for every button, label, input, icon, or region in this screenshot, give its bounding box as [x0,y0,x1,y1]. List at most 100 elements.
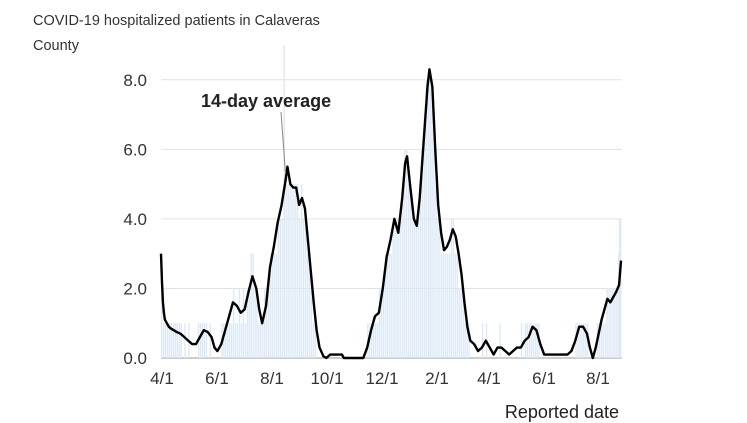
daily-bar [620,218,622,358]
daily-bar [431,79,433,359]
daily-bar [227,323,229,358]
daily-bar [373,323,375,358]
daily-bar [299,218,301,358]
daily-bar [390,253,392,358]
daily-bar [444,253,447,358]
daily-bar [392,218,394,358]
daily-bar [417,218,420,358]
daily-bar [234,323,237,358]
x-tick-label: 4/1 [150,369,174,388]
daily-bar [528,323,530,358]
daily-bar [184,323,186,358]
daily-bar [176,323,178,358]
daily-bar [602,323,604,358]
daily-bar [396,218,398,358]
daily-bar [388,253,390,358]
x-tick-label: 6/1 [205,369,229,388]
daily-bar [608,288,610,358]
x-tick-label: 8/1 [260,369,284,388]
daily-bar [209,323,211,358]
daily-bar [433,114,435,358]
daily-bar [409,184,412,358]
daily-bar [225,323,227,358]
x-axis: 4/1 6/1 8/1 10/1 12/1 2/1 4/1 6/1 8/1 [150,369,610,388]
daily-bar [201,323,204,358]
daily-bar [244,323,246,358]
daily-bar [616,288,618,358]
daily-bar [423,114,425,358]
daily-bar [297,184,299,358]
daily-bar [250,253,252,358]
daily-bar [285,184,287,358]
daily-bar [269,253,272,358]
y-tick-label: 8.0 [123,71,147,90]
daily-bar [178,323,180,358]
x-tick-label: 12/1 [365,369,398,388]
daily-bar [371,323,373,358]
daily-bar [604,323,606,358]
daily-bar [460,288,462,358]
daily-bar [404,149,406,358]
daily-bar [380,288,383,358]
series-line-14-day-average [159,68,623,360]
daily-bar [252,253,254,358]
daily-bar [279,218,281,358]
daily-bar [172,323,175,358]
daily-bar [400,218,402,358]
daily-bar [598,323,601,358]
daily-bar [174,323,176,358]
daily-bar [242,288,245,358]
daily-bar [577,323,579,358]
daily-bar [378,288,381,358]
daily-bar [419,184,422,358]
daily-bar [376,323,379,358]
daily-bar [302,218,305,358]
daily-bar [304,218,307,358]
annotation-leader-line [280,111,286,174]
daily-bar [291,184,293,358]
daily-bar [312,323,315,358]
daily-bar [398,218,400,358]
daily-bar [283,45,285,358]
daily-bar [425,79,427,359]
daily-bar [520,323,523,358]
daily-bar [614,288,616,358]
daily-bar [271,253,274,358]
daily-bar [406,149,408,358]
daily-bar [287,184,289,358]
daily-bar [180,323,182,358]
daily-bar [260,323,262,358]
daily-bar [600,323,602,358]
daily-bar [170,323,173,358]
daily-bar [267,288,270,358]
daily-bar [162,323,165,358]
daily-bar [610,288,612,358]
y-tick-label: 0.0 [123,349,147,368]
daily-bar [443,253,445,358]
daily-bar [468,323,470,358]
daily-bar [203,323,206,358]
daily-bar [386,253,388,358]
daily-bar [199,323,202,358]
daily-bar [579,323,581,358]
daily-bar [301,184,303,358]
daily-bar [429,79,431,359]
y-tick-label: 4.0 [123,210,147,229]
daily-bar [415,218,418,358]
x-tick-label: 6/1 [532,369,556,388]
x-tick-label: 8/1 [586,369,610,388]
daily-bar [264,288,266,358]
daily-bar [168,323,171,358]
daily-bar [229,323,231,358]
daily-bar [612,288,614,358]
daily-bar [281,218,283,358]
daily-bar [238,288,241,358]
daily-bar [256,288,258,358]
daily-bar [581,323,583,358]
daily-bar [223,323,225,358]
daily-bar [456,253,459,358]
daily-bar [499,323,501,358]
daily-bar [293,184,295,358]
daily-bar [618,253,620,358]
daily-bar [166,323,169,358]
